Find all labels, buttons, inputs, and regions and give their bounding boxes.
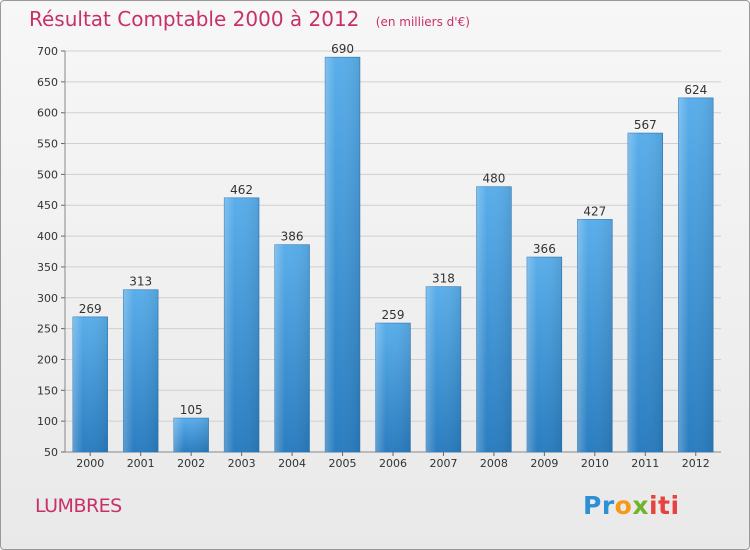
label-layer: 269 313 105 462 386 690 259 318 480 366 427 567 624 — [79, 42, 707, 417]
bar-value-label: 624 — [684, 83, 707, 97]
y-tick-label: 350 — [37, 261, 58, 274]
x-tick-label: 2005 — [329, 457, 357, 470]
x-tick-label: 2001 — [127, 457, 155, 470]
axis-layer: 50 100 150 200 250 300 350 400 450 500 550 600 650 70… — [37, 45, 721, 470]
logo-part-2: o — [614, 491, 633, 520]
y-tick-label: 550 — [37, 138, 58, 151]
x-tick-label: 2009 — [530, 457, 558, 470]
x-tick-label: 2002 — [177, 457, 205, 470]
x-tick-label: 2004 — [278, 457, 306, 470]
proxiti-logo[interactable]: Proxiti — [583, 491, 680, 520]
bar-value-label: 366 — [533, 242, 556, 256]
x-tick-label: 2008 — [480, 457, 508, 470]
x-tick-label: 2003 — [228, 457, 256, 470]
y-tick-label: 700 — [37, 45, 58, 58]
y-tick-label: 450 — [37, 199, 58, 212]
bar-shade — [526, 257, 562, 452]
x-tick-label: 2006 — [379, 457, 407, 470]
bar-shade — [224, 197, 260, 452]
y-tick-label: 300 — [37, 292, 58, 305]
x-tick-label: 2007 — [429, 457, 457, 470]
locality-name: LUMBRES — [35, 495, 122, 517]
bar-shade — [72, 316, 108, 452]
bar-value-label: 427 — [583, 204, 606, 218]
bar-shade — [375, 323, 411, 452]
bar-value-label: 690 — [331, 42, 354, 56]
bar-value-label: 386 — [281, 230, 304, 244]
chart-subtitle: (en milliers d'€) — [375, 15, 470, 29]
bar-shade — [325, 57, 360, 453]
y-tick-label: 400 — [37, 230, 58, 243]
bar-shade — [476, 186, 512, 452]
bar-shade — [173, 418, 209, 452]
x-tick-label: 2010 — [581, 457, 609, 470]
x-tick-label: 2011 — [631, 457, 659, 470]
logo-part-1: Pr — [583, 491, 615, 520]
logo-part-4: iti — [648, 491, 680, 520]
bar-shade — [426, 286, 461, 452]
bar-value-label: 567 — [634, 118, 657, 132]
chart-title: Résultat Comptable 2000 à 2012 (en milli… — [29, 7, 470, 31]
bar-value-label: 313 — [129, 275, 152, 289]
y-tick-label: 200 — [37, 353, 58, 366]
bar-value-label: 480 — [482, 172, 505, 186]
chart-title-text: Résultat Comptable 2000 à 2012 — [29, 7, 360, 31]
bar-shade — [274, 244, 310, 452]
x-tick-label: 2000 — [76, 457, 104, 470]
y-tick-label: 250 — [37, 323, 58, 336]
bar-value-label: 318 — [432, 272, 455, 286]
y-tick-label: 500 — [37, 168, 58, 181]
y-tick-label: 100 — [37, 415, 58, 428]
y-tick-label: 600 — [37, 107, 58, 120]
bar-value-label: 269 — [79, 302, 102, 316]
bar-value-label: 462 — [230, 183, 253, 197]
x-tick-label: 2012 — [682, 457, 710, 470]
bar-layer — [72, 56, 714, 453]
bar-shade — [678, 97, 714, 452]
y-tick-label: 50 — [44, 446, 58, 459]
bar-shade — [627, 133, 663, 452]
y-tick-label: 650 — [37, 76, 58, 89]
bar-shade — [123, 289, 159, 452]
bar-shade — [577, 219, 613, 452]
logo-part-3: x — [632, 491, 649, 520]
bar-value-label: 105 — [180, 403, 203, 417]
y-tick-label: 150 — [37, 384, 58, 397]
bar-value-label: 259 — [382, 308, 405, 322]
